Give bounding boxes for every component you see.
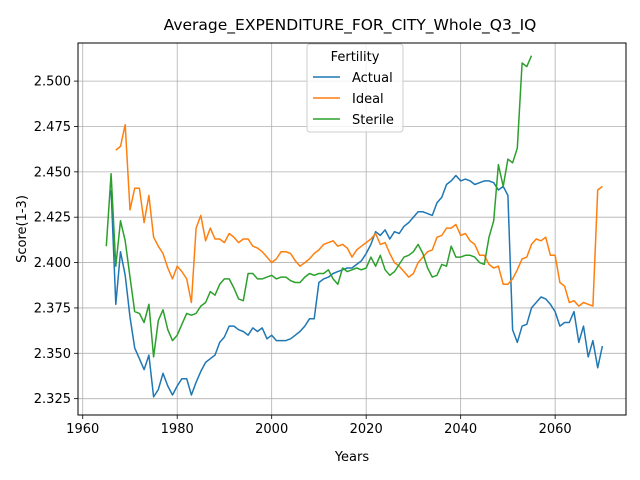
x-tick-label: 1980 — [161, 422, 194, 437]
legend-entry-sterile: Sterile — [352, 113, 394, 128]
legend-entry-ideal: Ideal — [352, 92, 384, 107]
plot-area-frame — [77, 42, 627, 416]
y-axis-label: Score(1-3) — [15, 195, 30, 263]
x-tick-label: 2020 — [350, 422, 383, 437]
x-axis-label: Years — [334, 450, 370, 465]
series-line-ideal — [115, 123, 603, 307]
x-tick-label: 2040 — [444, 422, 477, 437]
legend-title: Fertility — [331, 50, 380, 65]
y-axis-ticks: 2.325 2.350 2.375 2.400 2.425 2.450 2.475 2.500 — [34, 75, 78, 407]
y-tick-label: 2.400 — [34, 256, 71, 271]
series-line-actual — [110, 174, 604, 398]
y-tick-label: 2.350 — [34, 347, 71, 362]
y-tick-label: 2.500 — [34, 75, 71, 90]
y-tick-label: 2.325 — [34, 392, 71, 407]
x-tick-label: 2000 — [255, 422, 288, 437]
chart-title: Average_EXPENDITURE_FOR_CITY_Whole_Q3_IQ — [164, 16, 537, 35]
series-line-sterile — [105, 55, 533, 358]
y-tick-label: 2.375 — [34, 301, 71, 316]
x-axis-ticks: 1960 1980 2000 2020 2040 2060 — [66, 415, 572, 437]
legend-entry-actual: Actual — [352, 71, 393, 86]
y-tick-label: 2.450 — [34, 165, 71, 180]
series-lines — [105, 55, 604, 398]
x-tick-label: 2060 — [539, 422, 572, 437]
legend-box — [306, 43, 404, 133]
x-tick-label: 1960 — [66, 422, 99, 437]
y-tick-label: 2.425 — [34, 211, 71, 226]
y-tick-label: 2.475 — [34, 120, 71, 135]
legend: Fertility Actual Ideal Sterile — [306, 43, 404, 133]
